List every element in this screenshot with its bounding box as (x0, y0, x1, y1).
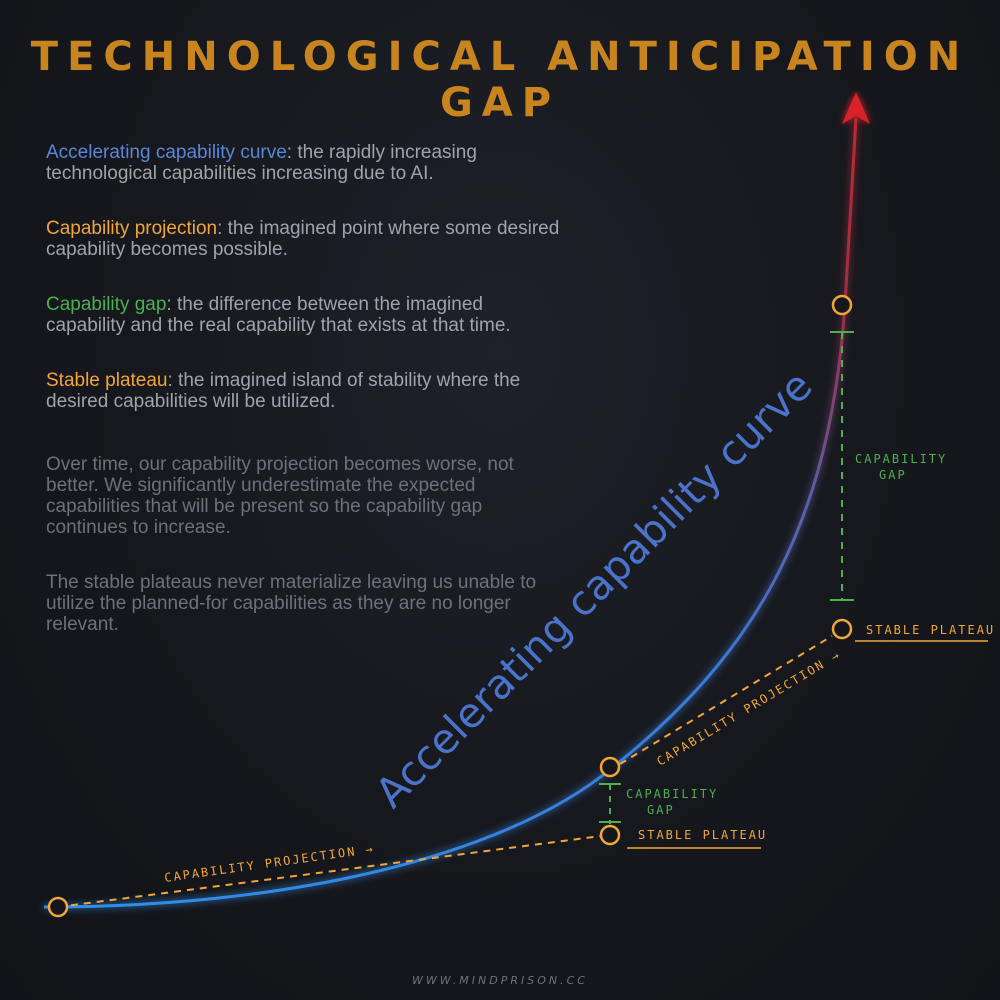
capability-gap-label-small-line2: GAP (647, 803, 675, 817)
footer-url: WWW.MINDPRISON.CC (412, 974, 588, 987)
term-capability-projection: Capability projection (46, 218, 218, 239)
start-point-marker (47, 896, 69, 918)
definition-gap-text: : the difference between the imagined ca… (46, 294, 511, 336)
capability-gap-label-large-line2: GAP (879, 468, 907, 482)
stable-plateau-label-1: STABLE PLATEAU (638, 828, 767, 842)
page-title: TECHNOLOGICAL ANTICIPATION GAP (30, 34, 970, 126)
capability-gap-label-large-line1: CAPABILITY (855, 452, 947, 466)
definition-gap: Capability gap: the difference between t… (46, 294, 566, 336)
plateau-marker-2 (831, 618, 853, 640)
curve-label: Accelerating capability curve (366, 362, 821, 817)
definition-curve-text: : the rapidly increasing technological c… (46, 142, 477, 184)
projection-point-marker-2 (831, 294, 853, 316)
term-stable-plateau: Stable plateau (46, 370, 168, 391)
capability-projection-label-2: CAPABILITY PROJECTION → (654, 647, 843, 768)
plateau-marker-1 (599, 824, 621, 846)
definition-curve: Accelerating capability curve: the rapid… (46, 142, 566, 184)
definition-projection-text: : the imagined point where some desired … (46, 218, 560, 260)
curve-arrowhead-icon (842, 92, 870, 124)
note-plateaus-never: The stable plateaus never materialize le… (46, 572, 537, 635)
capability-projection-line-1 (57, 835, 602, 908)
accelerating-capability-curve (43, 117, 858, 909)
definition-projection: Capability projection: the imagined poin… (46, 218, 566, 260)
definition-plateau-text: : the imagined island of stability where… (46, 370, 521, 412)
term-capability-gap: Capability gap (46, 294, 167, 315)
projection-point-marker-1 (599, 756, 621, 778)
capability-projection-line-2 (619, 635, 833, 765)
definition-plateau: Stable plateau: the imagined island of s… (46, 370, 566, 412)
term-accelerating-curve: Accelerating capability curve (46, 142, 287, 163)
definitions-panel: Accelerating capability curve: the rapid… (46, 142, 566, 669)
capability-gap-label-small-line1: CAPABILITY (626, 787, 718, 801)
stable-plateau-label-2: STABLE PLATEAU (866, 623, 995, 637)
note-projection-worse: Over time, our capability projection bec… (46, 454, 514, 538)
